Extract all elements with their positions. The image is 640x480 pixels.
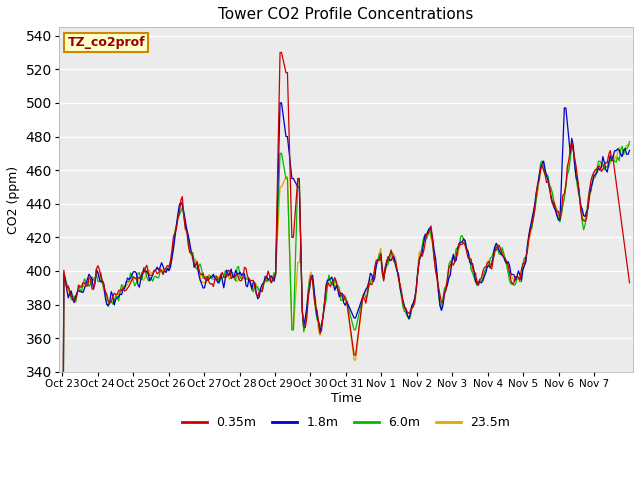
Legend: 0.35m, 1.8m, 6.0m, 23.5m: 0.35m, 1.8m, 6.0m, 23.5m	[177, 411, 515, 434]
Y-axis label: CO2 (ppm): CO2 (ppm)	[7, 166, 20, 234]
X-axis label: Time: Time	[331, 392, 362, 405]
Title: Tower CO2 Profile Concentrations: Tower CO2 Profile Concentrations	[218, 7, 474, 22]
Text: TZ_co2prof: TZ_co2prof	[67, 36, 145, 49]
